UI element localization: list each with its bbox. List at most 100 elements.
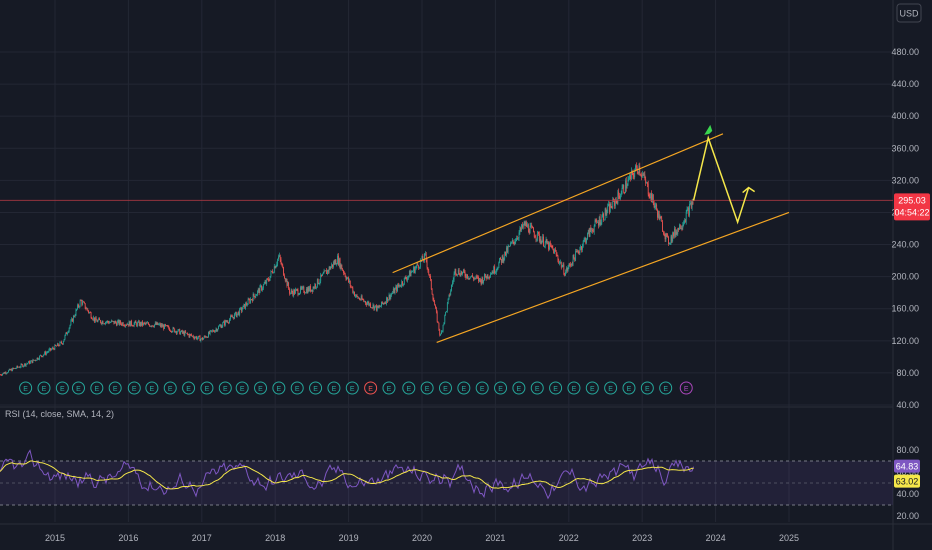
candle-body: [432, 294, 434, 300]
candle-body: [68, 327, 70, 332]
candle-body: [291, 290, 293, 293]
candle-body: [527, 224, 528, 227]
candle-body: [604, 208, 606, 220]
candle-body: [245, 303, 246, 309]
earnings-marker-circle: [622, 381, 636, 395]
candle-body: [260, 285, 262, 287]
candle-body: [554, 249, 555, 254]
candle-body: [578, 252, 580, 254]
candle-body: [551, 245, 553, 248]
candle-body: [627, 179, 629, 186]
candle-body: [662, 221, 663, 232]
candle-body: [164, 324, 166, 326]
candle-body: [258, 288, 260, 294]
earnings-marker-circle: [19, 381, 33, 395]
candle-body: [589, 227, 591, 237]
candle-body: [1, 374, 3, 376]
earnings-marker: E: [182, 381, 196, 395]
candle-body: [133, 323, 135, 327]
candle-body: [580, 246, 582, 250]
candle-body: [374, 306, 376, 310]
candle-body: [445, 311, 447, 315]
earnings-marker-label: E: [332, 386, 337, 393]
candle-body: [462, 269, 464, 272]
candle-body: [223, 321, 225, 323]
candle-body: [110, 320, 112, 323]
candle-body: [95, 317, 97, 321]
candle-body: [262, 288, 263, 291]
candle-body: [661, 218, 663, 222]
candle-body: [210, 330, 212, 332]
candle-body: [549, 242, 550, 250]
candle-body: [158, 324, 160, 326]
candle-body: [521, 224, 523, 231]
earnings-marker-circle: [549, 381, 563, 395]
time-tick-label: 2018: [265, 533, 285, 543]
candle-body: [219, 325, 220, 327]
candle-body: [476, 276, 478, 278]
candle-body: [172, 327, 174, 332]
candle-body: [213, 330, 214, 332]
candle-body: [107, 320, 109, 323]
candle-body: [25, 363, 27, 366]
candle-body: [398, 285, 400, 287]
projection-path[interactable]: [692, 124, 756, 225]
candle-body: [44, 351, 46, 355]
candle-body: [595, 220, 597, 221]
candle-body: [446, 303, 448, 312]
candle-body: [59, 342, 61, 346]
candle-body: [332, 264, 333, 267]
earnings-marker-label: E: [608, 386, 613, 393]
candle-body: [36, 357, 38, 361]
candle-body: [70, 320, 72, 326]
candle-body: [588, 230, 590, 237]
currency-button[interactable]: [896, 3, 922, 23]
candle-body: [349, 280, 350, 283]
candle-body: [594, 220, 596, 226]
candle-body: [422, 256, 424, 261]
earnings-marker-label: E: [462, 386, 467, 393]
candle-body: [442, 325, 444, 331]
channel-lines[interactable]: [392, 133, 790, 343]
candle-body: [103, 323, 105, 325]
earnings-marker-label: E: [480, 386, 485, 393]
candle-body: [29, 361, 31, 364]
candle-body: [674, 228, 676, 236]
candle-body: [396, 286, 398, 292]
candle-body: [20, 364, 22, 367]
candle-body: [9, 369, 11, 371]
candle-body: [30, 360, 32, 362]
candle-body: [488, 277, 490, 278]
candle-body: [67, 331, 69, 333]
candle-body: [230, 316, 232, 317]
earnings-marker-circle: [254, 381, 268, 395]
price-tick-label: 360.00: [891, 143, 919, 153]
candle-body: [566, 268, 568, 271]
time-tick-label: 2021: [485, 533, 505, 543]
candle-body: [101, 321, 103, 324]
candle-body: [451, 282, 453, 285]
candle-body: [85, 308, 87, 310]
candle-body: [515, 241, 517, 242]
candle-body: [319, 281, 321, 284]
candle-body: [126, 324, 127, 326]
candle-body: [332, 262, 334, 267]
candle-body: [517, 238, 519, 239]
candle-body: [2, 372, 4, 374]
candle-body: [682, 224, 684, 229]
candle-body: [410, 272, 412, 277]
candle-body: [635, 165, 636, 172]
candle-body: [640, 173, 642, 175]
candle-body: [228, 322, 230, 324]
candle-body: [67, 332, 68, 335]
candle-body: [339, 258, 341, 269]
candle-body: [614, 199, 616, 206]
candle-body: [129, 321, 131, 327]
candle-body: [300, 287, 302, 289]
candle-body: [338, 255, 339, 265]
candle-body: [310, 285, 311, 292]
candle-body: [489, 277, 490, 278]
